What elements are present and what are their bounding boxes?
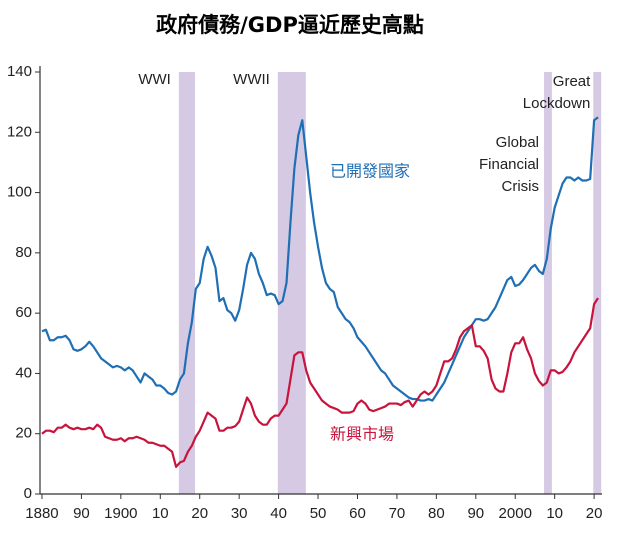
x-tick-label: 1880 — [25, 505, 58, 522]
x-tick-label: 80 — [428, 505, 445, 522]
x-tick-label: 40 — [270, 505, 287, 522]
shaded-period — [593, 72, 602, 494]
y-tick-label: 100 — [7, 184, 32, 201]
series-line — [41, 116, 599, 402]
y-tick-label: 20 — [15, 425, 32, 442]
x-tick-label: 60 — [349, 505, 366, 522]
period-label: WWII — [233, 71, 270, 88]
period-label: WWI — [138, 71, 170, 88]
y-tick-label: 0 — [24, 485, 32, 502]
shaded-period — [277, 72, 306, 494]
x-tick-label: 1900 — [104, 505, 137, 522]
x-tick-label: 20 — [586, 505, 603, 522]
chart-title: 政府債務/GDP逼近歷史高點 — [156, 13, 424, 37]
y-tick-label: 60 — [15, 304, 32, 321]
x-tick-label: 90 — [73, 505, 90, 522]
x-tick-label: 70 — [389, 505, 406, 522]
x-tick-label: 20 — [191, 505, 208, 522]
x-tick-label: 30 — [231, 505, 248, 522]
period-label: Lockdown — [523, 95, 591, 112]
period-label: Financial — [479, 156, 539, 173]
x-tick-label: 10 — [152, 505, 169, 522]
x-tick-label: 90 — [467, 505, 484, 522]
period-label: Crisis — [502, 178, 540, 195]
series-line — [41, 297, 599, 468]
x-tick-label: 10 — [546, 505, 563, 522]
y-tick-label: 40 — [15, 364, 32, 381]
shaded-period — [544, 72, 552, 494]
series-label: 新興市場 — [330, 425, 394, 444]
y-tick-label: 120 — [7, 123, 32, 140]
series-label: 已開發國家 — [330, 162, 410, 181]
period-label: Global — [496, 134, 539, 151]
y-tick-label: 80 — [15, 244, 32, 261]
x-tick-label: 2000 — [499, 505, 532, 522]
shaded-period — [178, 72, 195, 494]
y-tick-label: 140 — [7, 63, 32, 80]
period-label: Great — [553, 73, 591, 90]
x-tick-label: 50 — [310, 505, 327, 522]
